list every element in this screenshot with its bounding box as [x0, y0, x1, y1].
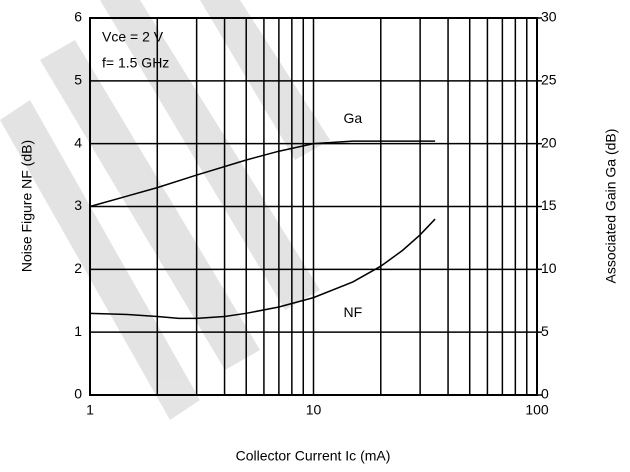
y-tick-label: 0 [74, 386, 82, 402]
y2-tick-label: 10 [541, 260, 557, 276]
series-line [89, 140, 436, 208]
x-tick-label: 1 [86, 402, 94, 418]
y2-tick-label: 15 [541, 197, 557, 213]
x-tick-label: 10 [306, 402, 322, 418]
y2-axis-label: Associated Gain Ga (dB) [603, 129, 619, 284]
annotation: Vce = 2 V [102, 29, 164, 45]
series-line [89, 218, 436, 320]
series-label: Ga [344, 110, 363, 126]
y2-tick-label: 30 [541, 9, 557, 25]
x-axis-label: Collector Current Ic (mA) [236, 448, 391, 464]
y2-tick-label: 20 [541, 134, 557, 150]
y-tick-label: 6 [74, 9, 82, 25]
y-tick-label: 3 [74, 197, 82, 213]
x-tick-label: 100 [525, 402, 549, 418]
y-tick-label: 2 [74, 260, 82, 276]
series-label: NF [344, 304, 363, 320]
y-tick-label: 5 [74, 72, 82, 88]
y2-tick-label: 5 [541, 323, 549, 339]
annotation: f= 1.5 GHz [102, 55, 169, 71]
y-axis-label: Noise Figure NF (dB) [19, 140, 35, 272]
y2-tick-label: 0 [541, 386, 549, 402]
y-tick-label: 4 [74, 134, 82, 150]
y-tick-label: 1 [74, 323, 82, 339]
y2-tick-label: 25 [541, 72, 557, 88]
watermark [0, 0, 330, 420]
